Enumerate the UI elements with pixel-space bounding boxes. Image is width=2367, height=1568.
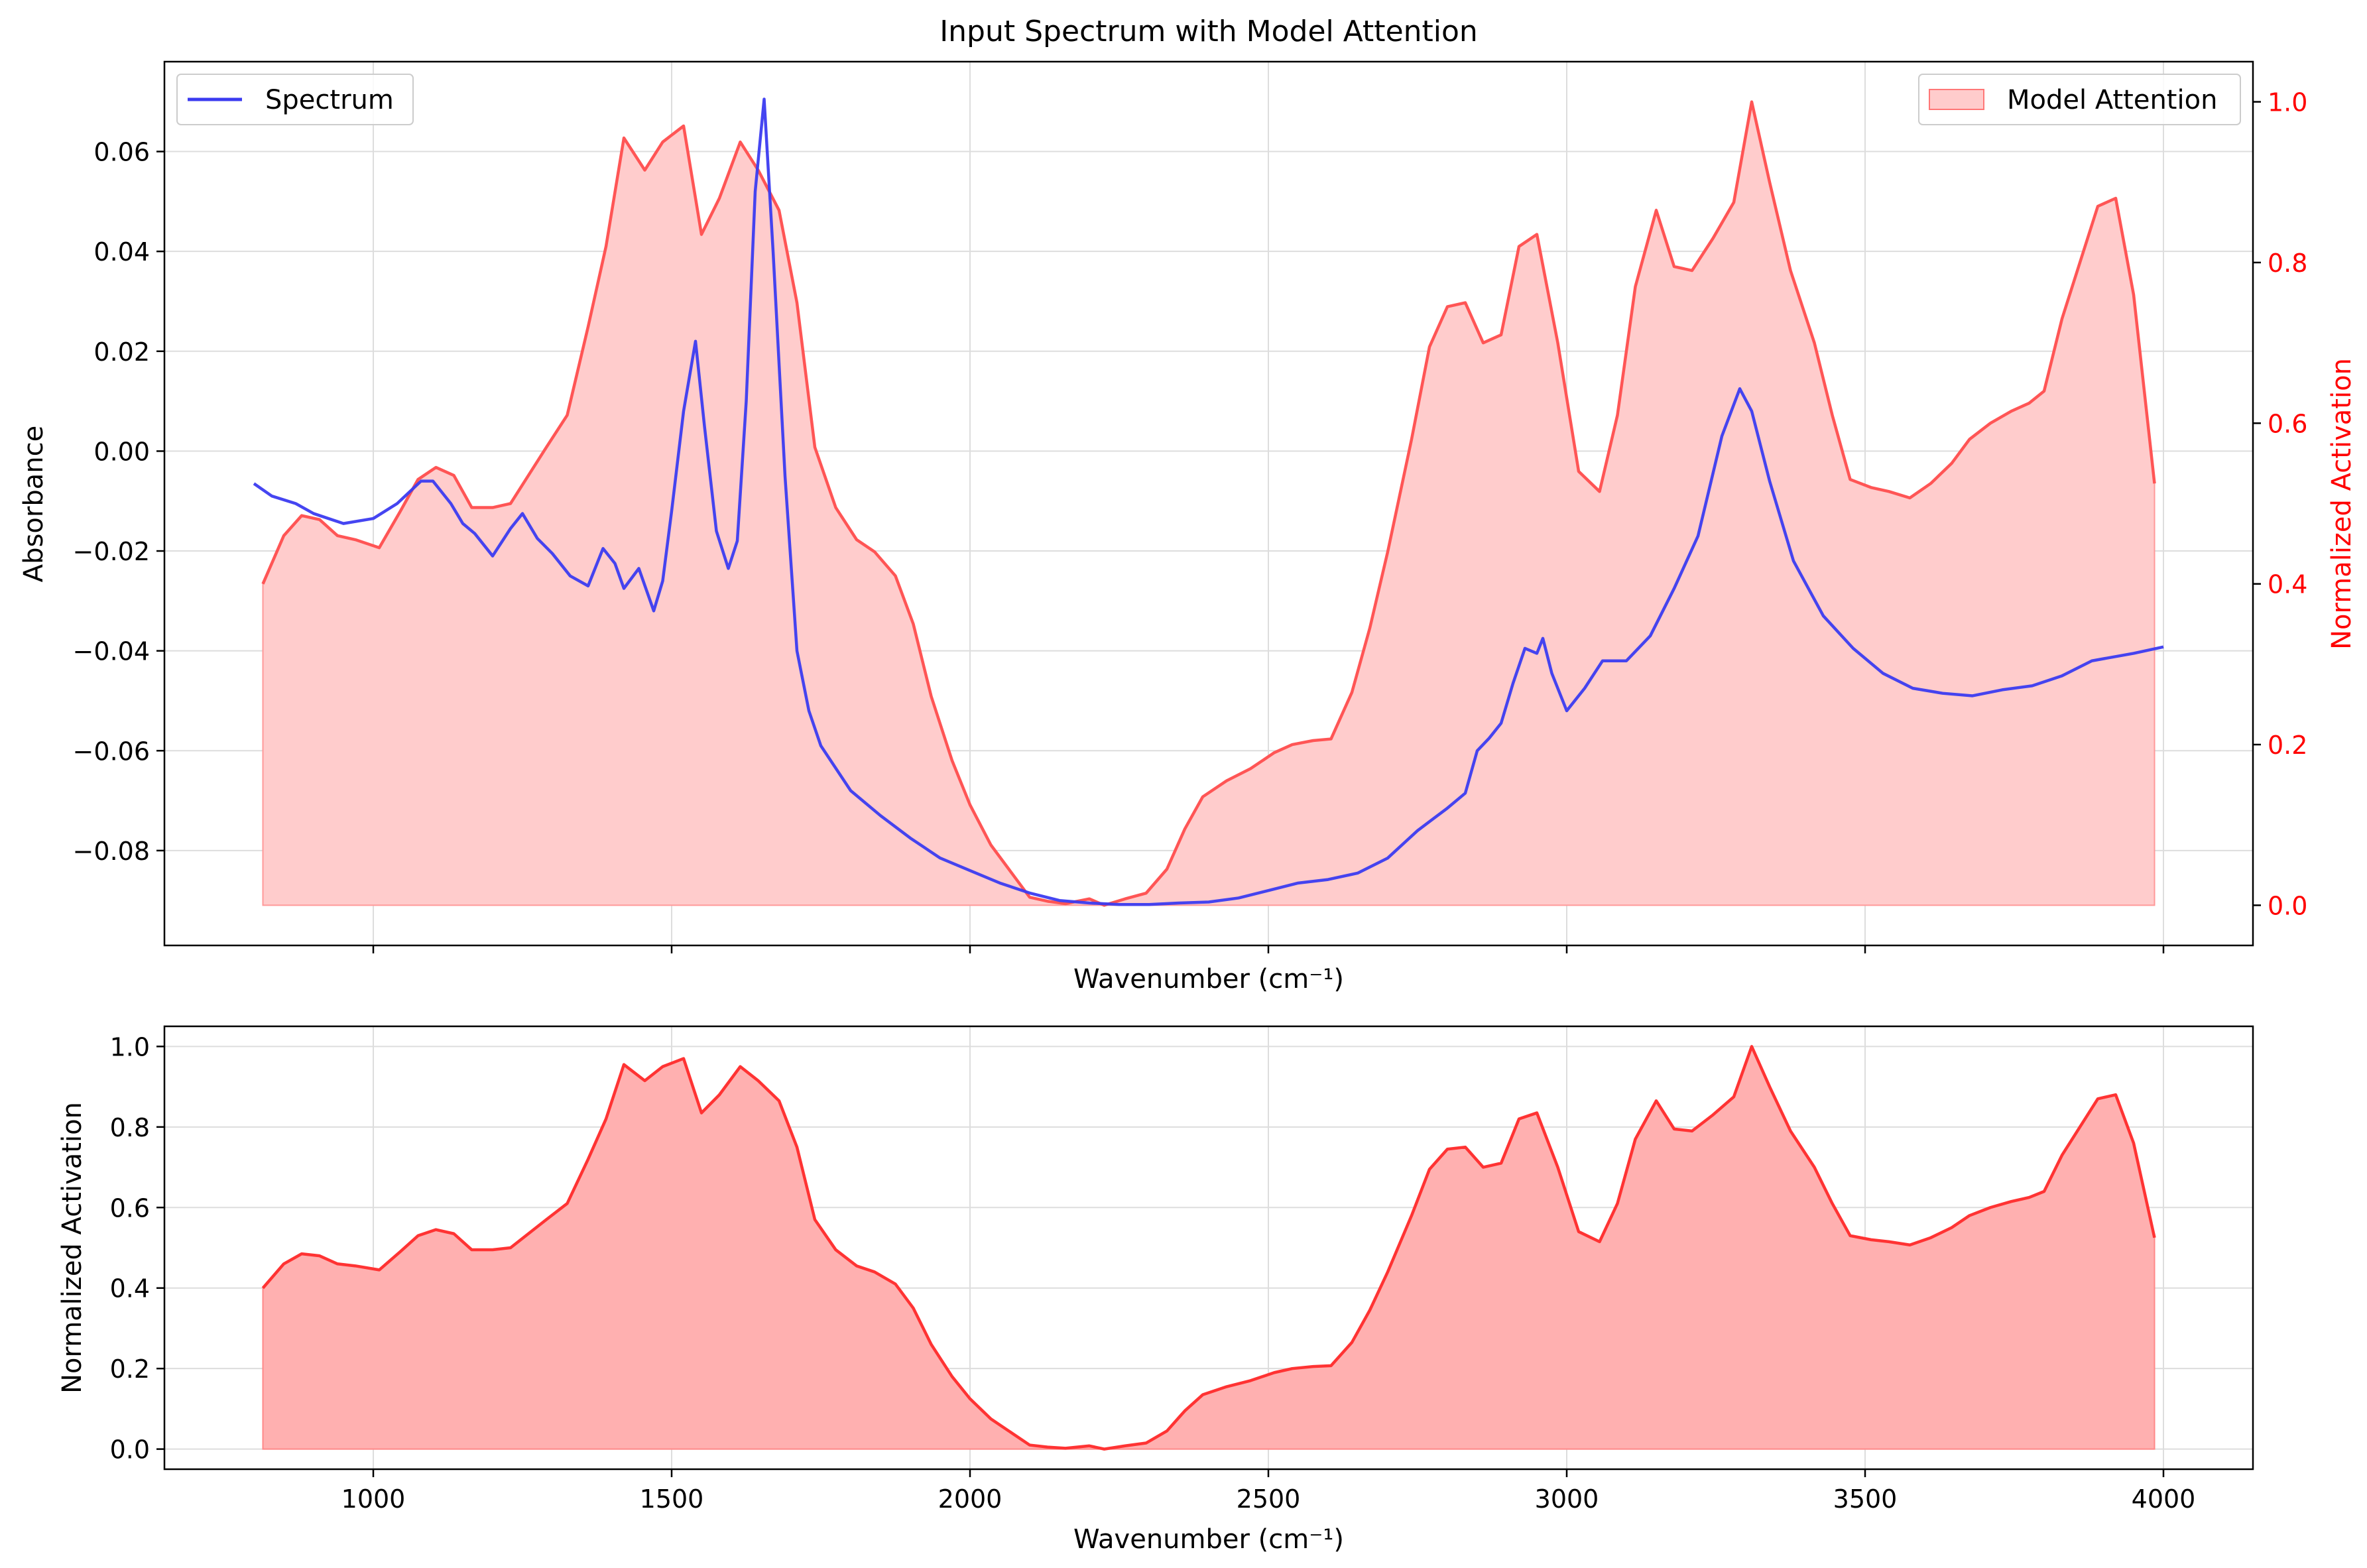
bottom-y-tick-label-1: 0.2	[110, 1355, 150, 1384]
bottom-y-tick-label-0: 0.0	[110, 1435, 150, 1465]
top-y2-tick-label-3: 0.6	[2268, 409, 2307, 438]
legend-spectrum: Spectrum	[176, 74, 414, 125]
bottom-x-tick-label-5: 3500	[1833, 1484, 1898, 1514]
bottom-x-axis-label: Wavenumber (cm⁻¹)	[1073, 1524, 1344, 1555]
top-y-tick-label-6: 0.04	[93, 237, 150, 267]
legend-model-attention-swatch	[1929, 89, 1984, 110]
bottom-y-ticks: 0.0 0.2 0.4 0.6 0.8 1.0	[110, 1032, 164, 1465]
top-y2-ticks: 0.0 0.2 0.4 0.6 0.8 1.0	[2253, 88, 2307, 920]
top-y-tick-label-2: −0.04	[73, 637, 150, 666]
bottom-x-tick-label-0: 1000	[341, 1484, 406, 1514]
bottom-y-tick-label-5: 1.0	[110, 1032, 150, 1061]
chart-title: Input Spectrum with Model Attention	[940, 15, 1478, 48]
top-y-ticks: −0.08 −0.06 −0.04 −0.02 0.00 0.02 0.04 0.06	[73, 138, 164, 866]
top-attention-line	[261, 100, 2156, 907]
bottom-x-tick-label-2: 2000	[938, 1484, 1002, 1514]
top-x-ticks	[372, 945, 2165, 953]
top-y2-tick-label-2: 0.4	[2268, 570, 2307, 599]
bottom-lines	[261, 1045, 2156, 1451]
legend-spectrum-box	[176, 74, 414, 125]
top-lines	[253, 97, 2164, 907]
top-y-axis-label: Absorbance	[19, 426, 49, 582]
legend-spectrum-label: Spectrum	[265, 85, 394, 115]
top-spectrum-line	[253, 97, 2164, 906]
top-y-tick-label-0: −0.08	[73, 837, 150, 866]
bottom-y-tick-label-4: 0.8	[110, 1113, 150, 1142]
bottom-attention-line	[261, 1045, 2156, 1451]
top-y2-axis-label: Normalized Activation	[2327, 358, 2357, 650]
top-panel: −0.08 −0.06 −0.04 −0.02 0.00 0.02 0.04 0.06 0.0…	[19, 60, 2357, 995]
top-y2-tick-label-4: 0.8	[2268, 249, 2307, 278]
bottom-y-tick-label-2: 0.4	[110, 1274, 150, 1303]
top-y2-tick-label-0: 0.0	[2268, 891, 2307, 920]
top-y-tick-label-4: 0.00	[93, 437, 150, 466]
top-y-tick-label-7: 0.06	[93, 138, 150, 167]
bottom-x-tick-label-4: 3000	[1535, 1484, 1599, 1514]
legend-model-attention: Model Attention	[1918, 74, 2241, 125]
bottom-y-tick-label-3: 0.6	[110, 1193, 150, 1223]
top-y2-tick-label-5: 1.0	[2268, 88, 2307, 117]
legend-model-attention-box	[1918, 74, 2241, 125]
top-plot-frame	[163, 60, 2254, 947]
top-y-tick-label-3: −0.02	[73, 537, 150, 566]
bottom-x-tick-label-6: 4000	[2132, 1484, 2196, 1514]
bottom-y-axis-label: Normalized Activation	[57, 1102, 88, 1394]
bottom-x-tick-label-1: 1500	[640, 1484, 704, 1514]
bottom-x-ticks: 1000 1500 2000 2500 3000 3500 4000	[341, 1469, 2196, 1514]
bottom-plot-frame	[163, 1025, 2254, 1471]
legend-model-attention-label: Model Attention	[2007, 85, 2217, 115]
bottom-x-tick-label-3: 2500	[1237, 1484, 1301, 1514]
top-y-tick-label-1: −0.06	[73, 737, 150, 766]
top-y-tick-label-5: 0.02	[93, 337, 150, 367]
bottom-panel: 1000 1500 2000 2500 3000 3500 4000 0.00.20.40.…	[57, 1025, 2254, 1555]
top-y2-tick-label-1: 0.2	[2268, 731, 2307, 760]
top-x-axis-label: Wavenumber (cm⁻¹)	[1073, 964, 1344, 995]
